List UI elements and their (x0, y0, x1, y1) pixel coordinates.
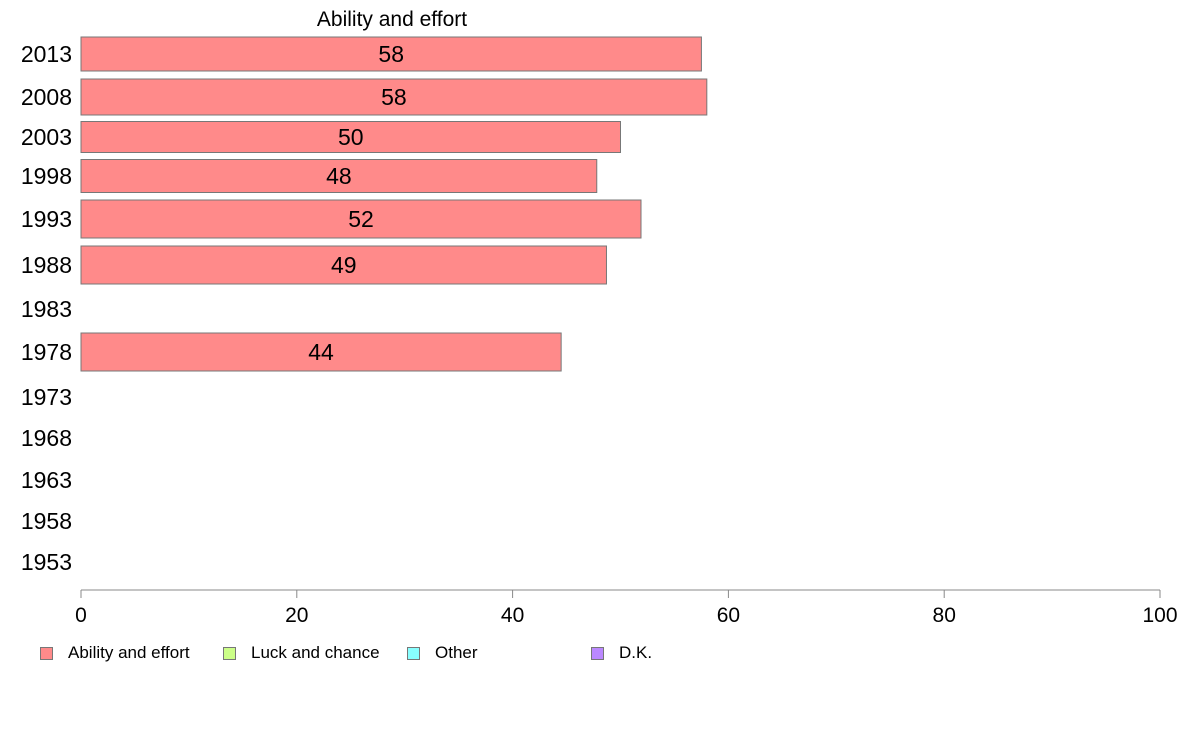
legend-swatch (407, 646, 420, 660)
legend-label: Ability and effort (68, 643, 190, 662)
x-axis: 0 20 40 60 80 100 (75, 589, 1178, 627)
bar-1998 (80, 159, 598, 193)
bar-1988 (80, 245, 607, 285)
legend-swatch (591, 646, 604, 660)
bar-2008 (80, 78, 708, 116)
y-tick-label: 1983 (21, 296, 72, 322)
x-tick-label: 0 (75, 604, 87, 627)
x-tick-label: 60 (717, 604, 740, 627)
y-tick-label: 2003 (21, 124, 72, 150)
y-tick-label: 1998 (21, 163, 72, 189)
x-tick-label: 80 (933, 604, 956, 627)
bars-group: 58 58 50 48 52 49 44 (80, 36, 708, 372)
bar-2013 (80, 36, 702, 72)
legend-swatch (40, 646, 53, 660)
legend-item-other: Other (407, 643, 478, 663)
x-tick-label: 100 (1142, 604, 1177, 627)
bar-value-label: 50 (338, 124, 364, 150)
bar-value-label: 52 (348, 206, 374, 232)
y-tick-label: 2008 (21, 84, 72, 110)
bar-1978 (80, 332, 562, 372)
y-tick-label: 2013 (21, 41, 72, 67)
legend: Ability and effort Luck and chance Other… (40, 643, 740, 663)
legend-swatch (223, 646, 236, 660)
y-tick-label: 1958 (21, 508, 72, 534)
bar-1993 (80, 199, 642, 239)
y-axis-labels: 2013 2008 2003 1998 1993 1988 1983 1978 1973 1968… (21, 41, 72, 575)
x-tick-label: 40 (501, 604, 524, 627)
legend-item-dk: D.K. (591, 643, 652, 663)
bar-2003 (80, 121, 621, 153)
y-tick-label: 1993 (21, 206, 72, 232)
legend-label: Other (435, 643, 478, 662)
bar-value-label: 48 (326, 163, 352, 189)
y-tick-label: 1953 (21, 549, 72, 575)
legend-label: D.K. (619, 643, 653, 662)
legend-item-luck: Luck and chance (223, 643, 380, 663)
bar-value-label: 58 (378, 41, 404, 67)
bar-value-label: 44 (308, 339, 334, 365)
chart-title: Ability and effort (317, 8, 467, 31)
legend-item-ability: Ability and effort (40, 643, 190, 663)
x-tick-label: 20 (285, 604, 308, 627)
bar-value-label: 49 (331, 252, 357, 278)
y-tick-label: 1968 (21, 425, 72, 451)
y-tick-label: 1973 (21, 384, 72, 410)
bar-value-label: 58 (381, 84, 407, 110)
y-tick-label: 1988 (21, 252, 72, 278)
legend-label: Luck and chance (251, 643, 380, 662)
y-tick-label: 1978 (21, 339, 72, 365)
y-tick-label: 1963 (21, 467, 72, 493)
